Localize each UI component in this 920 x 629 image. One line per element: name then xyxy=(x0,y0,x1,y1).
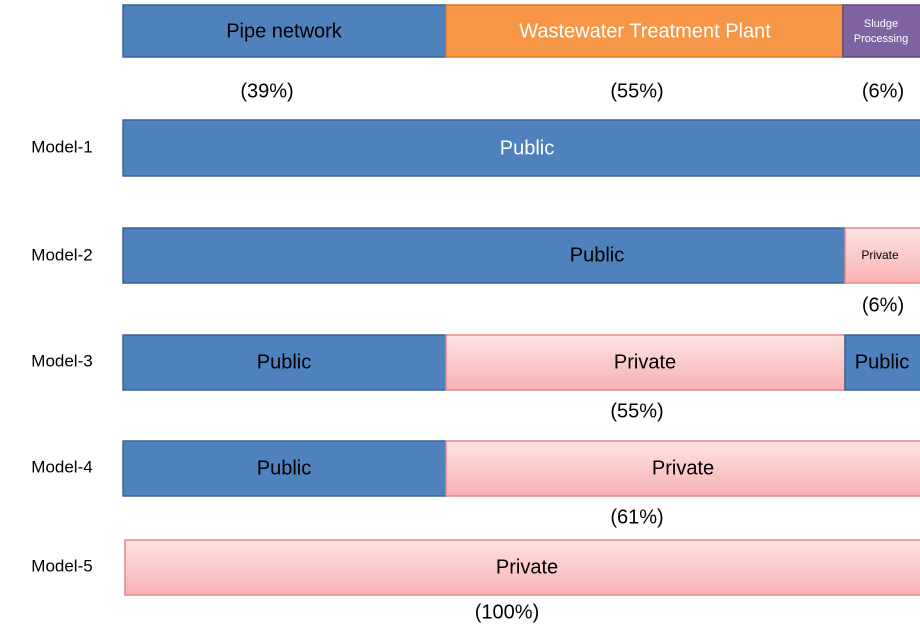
private-box xyxy=(445,440,920,497)
public-box xyxy=(122,440,447,497)
segment-label: Public xyxy=(257,457,311,479)
model-label: Model-2 xyxy=(31,245,92,264)
segment-label: Wastewater Treatment Plant xyxy=(519,20,771,42)
segment-label: Processing xyxy=(854,33,908,45)
segment-label: Private xyxy=(861,248,899,262)
segment-label: Private xyxy=(496,556,558,578)
segment-label: Public xyxy=(570,244,624,266)
model-label: Model-5 xyxy=(31,556,92,575)
segment-label: Public xyxy=(500,137,554,159)
public-box xyxy=(122,119,920,177)
private-box xyxy=(124,539,920,596)
share-label: (6%) xyxy=(862,294,904,316)
share-label: (61%) xyxy=(610,506,663,528)
segment-label: Private xyxy=(614,351,676,373)
share-label: (100%) xyxy=(475,601,539,623)
private-box xyxy=(844,227,920,284)
wwtp-box xyxy=(445,4,844,58)
share-label: (6%) xyxy=(862,80,904,102)
model-label: Model-1 xyxy=(31,137,92,156)
public-box xyxy=(844,334,920,391)
model-label: Model-4 xyxy=(31,457,92,476)
sludge-box xyxy=(842,4,920,58)
share-label: (55%) xyxy=(610,80,663,102)
public-box xyxy=(122,227,846,284)
model-label: Model-3 xyxy=(31,351,92,370)
pipe-box xyxy=(122,4,447,58)
share-label: (55%) xyxy=(610,400,663,422)
segment-label: Public xyxy=(855,351,909,373)
segment-label: Pipe network xyxy=(226,20,343,42)
segment-label: Public xyxy=(257,351,311,373)
share-label: (39%) xyxy=(240,80,293,102)
segment-label: Private xyxy=(652,457,714,479)
segment-label: Sludge xyxy=(864,18,898,30)
